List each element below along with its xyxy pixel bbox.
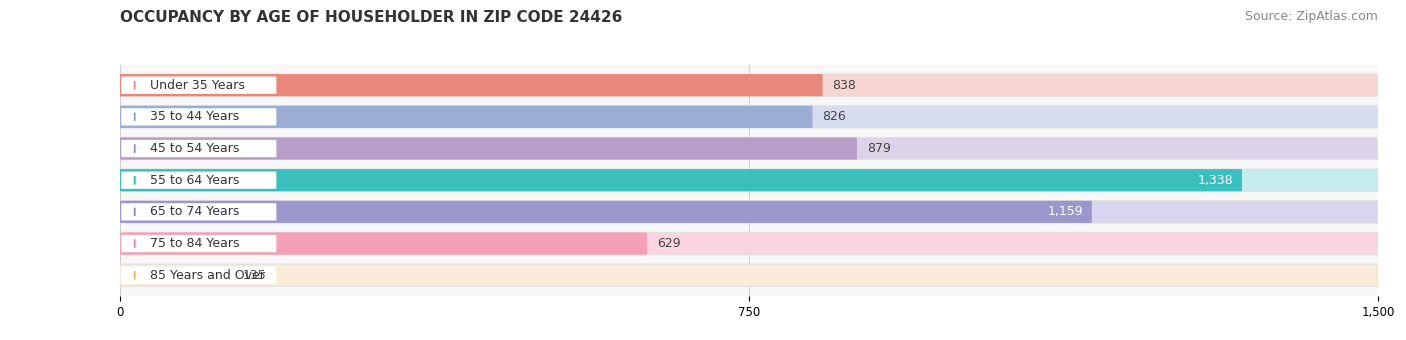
FancyBboxPatch shape: [120, 169, 1378, 191]
FancyBboxPatch shape: [120, 169, 1241, 191]
FancyBboxPatch shape: [121, 235, 277, 252]
FancyBboxPatch shape: [121, 203, 277, 221]
Text: 826: 826: [823, 110, 846, 123]
FancyBboxPatch shape: [120, 137, 1378, 159]
FancyBboxPatch shape: [120, 74, 823, 96]
Text: 65 to 74 Years: 65 to 74 Years: [149, 205, 239, 218]
FancyBboxPatch shape: [120, 106, 1378, 128]
FancyBboxPatch shape: [120, 233, 647, 255]
FancyBboxPatch shape: [120, 264, 1378, 286]
FancyBboxPatch shape: [120, 201, 1092, 223]
Text: 85 Years and Over: 85 Years and Over: [149, 269, 264, 282]
Text: 55 to 64 Years: 55 to 64 Years: [149, 174, 239, 187]
FancyBboxPatch shape: [120, 233, 1378, 255]
FancyBboxPatch shape: [121, 108, 277, 125]
Text: 838: 838: [832, 79, 856, 92]
FancyBboxPatch shape: [121, 76, 277, 94]
FancyBboxPatch shape: [121, 267, 277, 284]
Text: 879: 879: [868, 142, 891, 155]
Text: 1,338: 1,338: [1198, 174, 1233, 187]
Text: 35 to 44 Years: 35 to 44 Years: [149, 110, 239, 123]
Text: 75 to 84 Years: 75 to 84 Years: [149, 237, 239, 250]
FancyBboxPatch shape: [121, 172, 277, 189]
Text: Source: ZipAtlas.com: Source: ZipAtlas.com: [1244, 10, 1378, 23]
Text: OCCUPANCY BY AGE OF HOUSEHOLDER IN ZIP CODE 24426: OCCUPANCY BY AGE OF HOUSEHOLDER IN ZIP C…: [120, 10, 621, 25]
Text: Under 35 Years: Under 35 Years: [149, 79, 245, 92]
Text: 1,159: 1,159: [1047, 205, 1084, 218]
Text: 45 to 54 Years: 45 to 54 Years: [149, 142, 239, 155]
FancyBboxPatch shape: [120, 74, 1378, 96]
Text: 629: 629: [657, 237, 681, 250]
FancyBboxPatch shape: [121, 140, 277, 157]
FancyBboxPatch shape: [120, 137, 856, 159]
Text: 135: 135: [243, 269, 267, 282]
FancyBboxPatch shape: [120, 106, 813, 128]
FancyBboxPatch shape: [120, 201, 1378, 223]
